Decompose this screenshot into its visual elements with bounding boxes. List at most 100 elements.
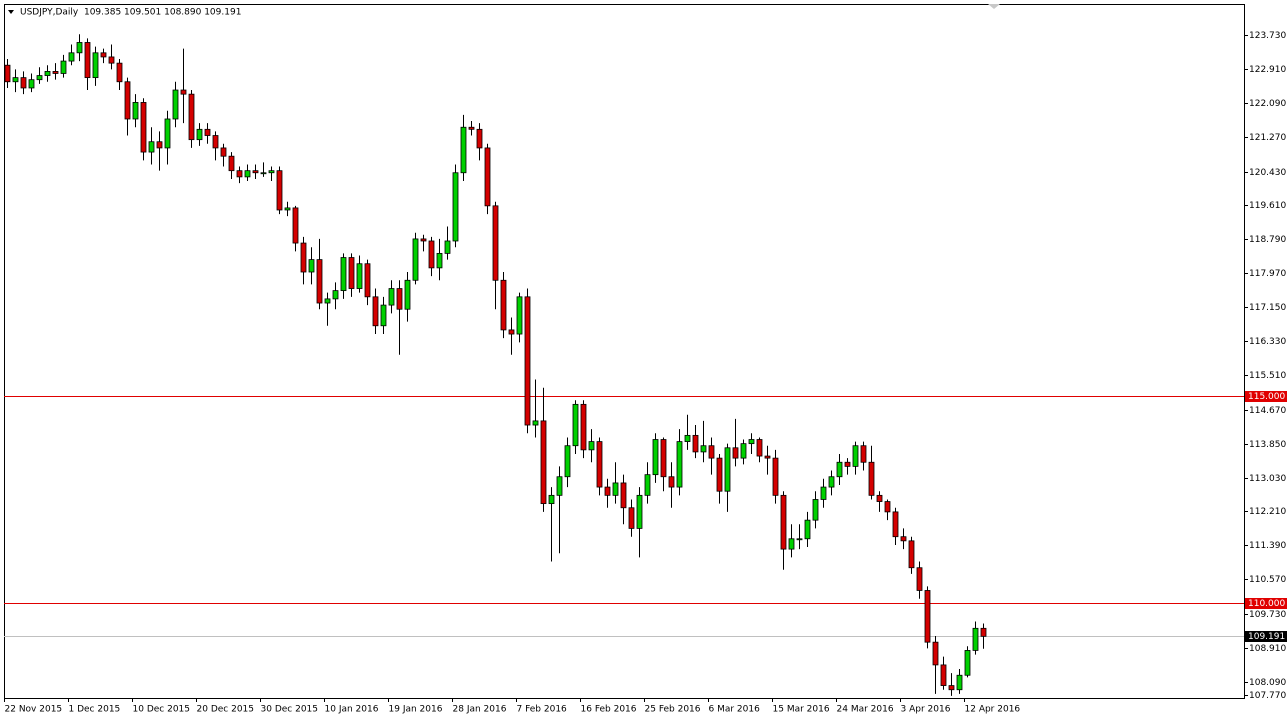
y-tick-label: 108.910 bbox=[1249, 644, 1286, 654]
plot-frame bbox=[4, 4, 1245, 699]
candle-body bbox=[380, 304, 387, 327]
candle-body bbox=[196, 128, 203, 141]
y-tick-label: 109.730 bbox=[1249, 610, 1286, 620]
candle-body bbox=[28, 79, 35, 89]
candle-body bbox=[684, 434, 691, 442]
candle-body bbox=[220, 147, 227, 157]
candle-body bbox=[892, 511, 899, 538]
x-tick-label: 6 Mar 2016 bbox=[709, 705, 761, 715]
x-tick-label: 22 Nov 2015 bbox=[5, 705, 63, 715]
candle-body bbox=[924, 590, 931, 643]
candle-body bbox=[564, 445, 571, 478]
candle-body bbox=[452, 172, 459, 242]
candle-body bbox=[52, 71, 59, 74]
x-tick-label: 7 Feb 2016 bbox=[517, 705, 568, 715]
x-tick-label: 10 Jan 2016 bbox=[325, 705, 379, 715]
y-tick-label: 122.090 bbox=[1249, 99, 1286, 109]
candle-body bbox=[468, 126, 475, 130]
candle-body bbox=[276, 170, 283, 211]
candle-body bbox=[724, 447, 731, 492]
candle-body bbox=[228, 155, 235, 172]
candle-body bbox=[396, 288, 403, 310]
candle-body bbox=[676, 441, 683, 488]
level-label: 115.000 bbox=[1248, 392, 1285, 402]
menu-triangle bbox=[8, 10, 14, 14]
candle-body bbox=[972, 627, 979, 651]
candle-body bbox=[140, 102, 147, 153]
candle-body bbox=[532, 420, 539, 426]
level-box bbox=[1245, 598, 1287, 609]
candle-body bbox=[820, 486, 827, 500]
candle-body bbox=[668, 476, 675, 488]
candle-body bbox=[604, 486, 611, 496]
candle-body bbox=[940, 664, 947, 686]
candle-body bbox=[92, 52, 99, 79]
candle-body bbox=[492, 205, 499, 281]
y-tick-label: 114.670 bbox=[1249, 406, 1286, 416]
candle-body bbox=[596, 441, 603, 488]
y-tick-label: 121.270 bbox=[1249, 133, 1286, 143]
y-tick-label: 111.390 bbox=[1249, 541, 1286, 551]
candle-body bbox=[716, 457, 723, 492]
candle-body bbox=[948, 685, 955, 691]
candle-body bbox=[36, 75, 43, 81]
candle-body bbox=[828, 476, 835, 488]
candle-body bbox=[588, 441, 595, 451]
y-tick-label: 113.850 bbox=[1249, 440, 1286, 450]
x-tick-label: 3 Apr 2016 bbox=[901, 705, 951, 715]
candle-body bbox=[740, 443, 747, 459]
candle-body bbox=[868, 461, 875, 496]
y-tick-label: 120.430 bbox=[1249, 168, 1286, 178]
y-tick-label: 110.570 bbox=[1249, 575, 1286, 585]
y-tick-label: 112.210 bbox=[1249, 507, 1286, 517]
candle-body bbox=[796, 538, 803, 541]
candle-body bbox=[252, 170, 259, 174]
candle-body bbox=[700, 445, 707, 453]
y-tick-label: 113.030 bbox=[1249, 474, 1286, 484]
candle-body bbox=[212, 135, 219, 149]
candle-body bbox=[580, 403, 587, 451]
candle-body bbox=[876, 494, 883, 502]
candle-body bbox=[660, 439, 667, 478]
candle-body bbox=[476, 128, 483, 149]
candle-body bbox=[316, 259, 323, 304]
candle-body bbox=[340, 257, 347, 292]
candle-body bbox=[236, 170, 243, 178]
candle-body bbox=[900, 536, 907, 542]
candle-body bbox=[548, 494, 555, 505]
y-tick-label: 117.150 bbox=[1249, 303, 1286, 313]
x-tick-label: 15 Mar 2016 bbox=[773, 705, 830, 715]
candle-body bbox=[324, 298, 331, 304]
x-tick-label: 20 Dec 2015 bbox=[197, 705, 255, 715]
candle-body bbox=[772, 457, 779, 496]
candle-body bbox=[436, 252, 443, 269]
candle-body bbox=[172, 89, 179, 120]
candle-body bbox=[76, 42, 83, 54]
candle-body bbox=[404, 279, 411, 310]
candle-body bbox=[308, 259, 315, 273]
chart-title: USDJPY,Daily 109.385 109.501 108.890 109… bbox=[20, 8, 241, 18]
x-tick-label: 25 Feb 2016 bbox=[645, 705, 701, 715]
candle-body bbox=[20, 77, 27, 89]
y-tick-label: 119.610 bbox=[1249, 201, 1286, 211]
last-price-label: 109.191 bbox=[1248, 632, 1285, 642]
candle-body bbox=[364, 263, 371, 298]
y-tick-label: 117.970 bbox=[1249, 269, 1286, 279]
candle-body bbox=[44, 71, 51, 76]
candle-body bbox=[84, 42, 91, 79]
candle-body bbox=[508, 329, 515, 335]
candle-body bbox=[124, 81, 131, 120]
candle-body bbox=[372, 296, 379, 327]
candle-body bbox=[524, 296, 531, 426]
candle-body bbox=[332, 290, 339, 300]
candle-body bbox=[188, 93, 195, 141]
candle-body bbox=[268, 170, 275, 174]
candle-body bbox=[908, 540, 915, 569]
candle-body bbox=[764, 455, 771, 459]
candle-body bbox=[964, 650, 971, 676]
level-label: 110.000 bbox=[1248, 599, 1285, 609]
candle-body bbox=[388, 288, 395, 306]
candle-body bbox=[956, 674, 963, 691]
candle-body bbox=[812, 499, 819, 521]
